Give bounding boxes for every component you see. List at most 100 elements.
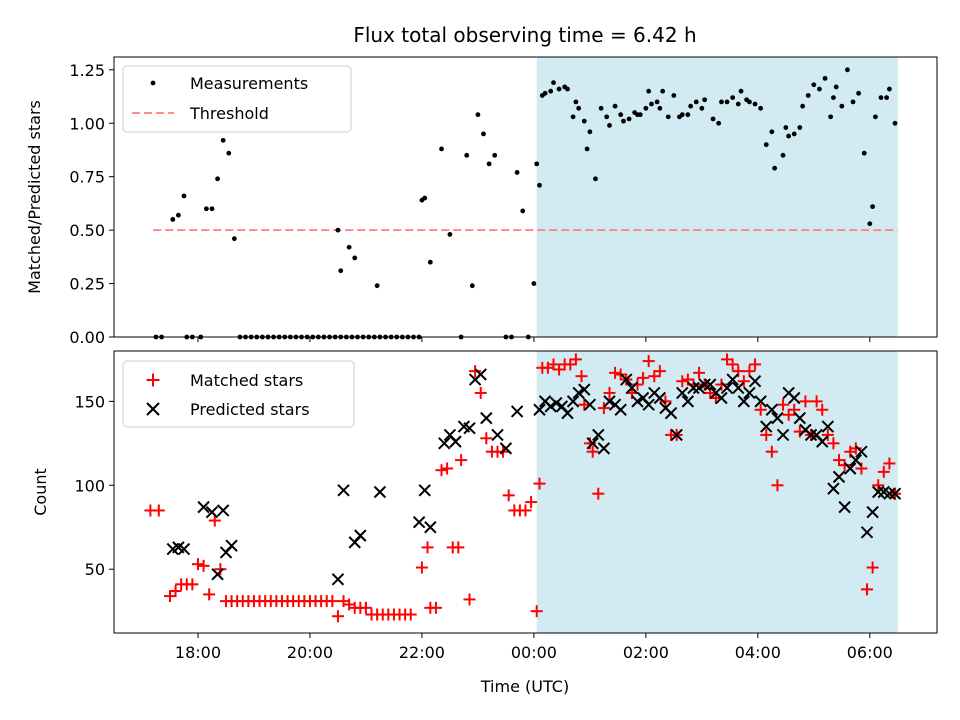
matched-star-point — [754, 403, 767, 416]
measurement-point — [716, 120, 722, 126]
predicted-star-point — [664, 406, 678, 420]
predicted-star-point — [491, 428, 504, 442]
predicted-star-point — [354, 529, 367, 542]
predicted-star-point — [510, 405, 524, 418]
matched-star-point — [642, 355, 655, 368]
matched-star-point — [326, 595, 339, 608]
measurement-point — [514, 170, 520, 175]
matched-star-point — [404, 608, 417, 621]
top-observing-span — [536, 57, 898, 337]
matched-star-point — [578, 398, 591, 411]
measurement-points — [153, 67, 898, 340]
measurement-point — [175, 212, 181, 218]
measurement-point — [637, 112, 643, 118]
top-panel: 0.00 0.25 0.50 0.75 1.00 1.25 Matched/Predict… — [25, 56, 938, 347]
matched-star-point — [648, 370, 661, 383]
measurement-point — [220, 137, 226, 143]
matched-star-point — [721, 353, 734, 366]
matched-star-point — [877, 465, 890, 478]
predicted-star-point — [732, 381, 745, 395]
predicted-star-point — [849, 453, 863, 467]
measurement-point — [657, 105, 663, 111]
measurement-point — [693, 99, 699, 105]
matched-star-point — [883, 457, 896, 470]
measurement-point — [338, 268, 344, 274]
measurement-point — [699, 105, 705, 111]
measurement-point — [565, 86, 570, 92]
measurement-point — [679, 112, 685, 118]
measurement-point — [805, 93, 811, 98]
matched-star-point — [760, 428, 773, 441]
legend-predicted-label: Predicted stars — [190, 400, 310, 419]
matched-star-point — [597, 402, 610, 415]
measurement-point — [833, 84, 839, 90]
measurement-point — [867, 221, 873, 227]
matched-star-point — [849, 442, 862, 455]
legend-measurement-marker — [150, 80, 156, 86]
predicted-star-point — [715, 391, 728, 405]
measurement-point — [626, 116, 632, 122]
predicted-star-point — [566, 395, 580, 408]
bottom-legend: Matched stars Predicted stars — [122, 360, 355, 428]
matched-star-point — [810, 395, 823, 408]
predicted-star-point — [776, 428, 790, 442]
predicted-star-point — [474, 368, 487, 381]
matched-star-point — [743, 365, 756, 378]
measurement-point — [887, 86, 892, 92]
predicted-star-point — [743, 386, 756, 400]
matched-star-point — [603, 386, 616, 399]
predicted-star-point — [583, 398, 597, 411]
measurement-point — [831, 95, 836, 101]
measurement-point — [447, 232, 453, 237]
measurement-point — [551, 80, 556, 86]
matched-star-point — [833, 454, 846, 467]
predicted-star-point — [816, 435, 829, 448]
measurement-point — [752, 101, 758, 107]
measurement-point — [780, 152, 786, 158]
matched-star-point — [659, 395, 672, 408]
predicted-star-point — [331, 573, 345, 586]
measurement-point — [783, 125, 789, 130]
predicted-star-point — [438, 437, 451, 450]
predicted-star-point — [463, 422, 476, 435]
matched-star-point — [208, 514, 221, 527]
measurement-point — [352, 255, 358, 261]
matched-star-point — [469, 365, 482, 378]
predicted-star-point — [544, 400, 557, 413]
measurement-point — [209, 206, 215, 212]
measurement-point — [861, 150, 867, 156]
matched-star-point — [463, 593, 476, 606]
predicted-star-point — [855, 445, 868, 458]
matched-star-point — [592, 487, 605, 500]
matched-star-point — [564, 358, 577, 371]
measurement-point — [604, 114, 610, 120]
y-tick-label: 150 — [74, 392, 105, 411]
measurement-point — [203, 206, 209, 212]
matched-star-point — [331, 610, 344, 623]
predicted-star-point — [597, 442, 611, 455]
predicted-star-point — [225, 539, 238, 552]
measurement-point — [747, 99, 752, 105]
measurement-point — [576, 105, 582, 111]
predicted-star-point — [614, 403, 627, 416]
matched-star-point — [435, 464, 448, 477]
x-tick-label: 22:00 — [399, 643, 445, 662]
measurement-point — [772, 165, 778, 171]
predicted-star-point — [670, 428, 683, 442]
predicted-star-point — [748, 375, 762, 388]
matched-star-point — [530, 605, 543, 618]
legend-threshold-label: Threshold — [189, 104, 269, 123]
measurement-point — [464, 152, 470, 158]
predicted-star-point — [793, 411, 807, 425]
measurement-point — [556, 86, 562, 92]
x-tick-label: 00:00 — [511, 643, 557, 662]
predicted-star-point — [216, 504, 230, 517]
measurement-point — [486, 161, 492, 167]
count-points — [144, 353, 902, 623]
top-x-ticks — [197, 337, 871, 342]
measurement-point — [786, 133, 792, 139]
measurement-point — [427, 259, 433, 265]
measurement-point — [439, 146, 444, 152]
matched-star-point — [163, 590, 176, 603]
measurement-point — [618, 112, 624, 118]
